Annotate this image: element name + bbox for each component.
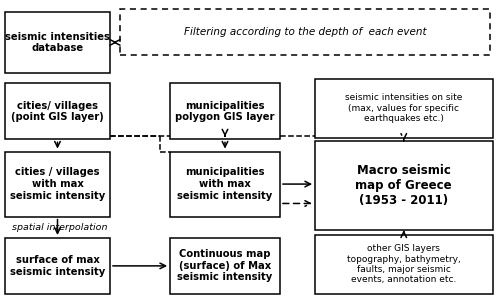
Bar (5, 12, 110, 73)
Text: other GIS layers
topography, bathymetry,
faults, major seismic
events, annotatio: other GIS layers topography, bathymetry,… (347, 244, 461, 285)
Bar (170, 83, 280, 139)
Bar (170, 238, 280, 294)
Text: seismic intensities
database: seismic intensities database (5, 32, 110, 53)
Text: seismic intensities on site
(max, values for specific
earthquakes etc.): seismic intensities on site (max, values… (345, 93, 463, 123)
Text: Continuous map
(surface) of Max
seismic intensity: Continuous map (surface) of Max seismic … (178, 249, 272, 282)
Text: spatial interpolation: spatial interpolation (12, 223, 108, 232)
Text: municipalities
with max
seismic intensity: municipalities with max seismic intensit… (178, 168, 272, 201)
Text: municipalities
polygon GIS layer: municipalities polygon GIS layer (176, 101, 275, 122)
Bar (315, 235, 492, 294)
Text: cities / villages
with max
seismic intensity: cities / villages with max seismic inten… (10, 168, 105, 201)
Text: Macro seismic
map of Greece
(1953 - 2011): Macro seismic map of Greece (1953 - 2011… (356, 164, 452, 207)
Text: surface of max
seismic intensity: surface of max seismic intensity (10, 255, 105, 277)
Text: cities/ villages
(point GIS layer): cities/ villages (point GIS layer) (11, 101, 104, 122)
Bar (315, 79, 492, 138)
Text: Filtering according to the depth of  each event: Filtering according to the depth of each… (184, 27, 426, 37)
Bar (120, 9, 490, 55)
Bar (5, 152, 110, 217)
Bar (170, 152, 280, 217)
Bar (5, 83, 110, 139)
Bar (315, 141, 492, 230)
Bar (5, 238, 110, 294)
